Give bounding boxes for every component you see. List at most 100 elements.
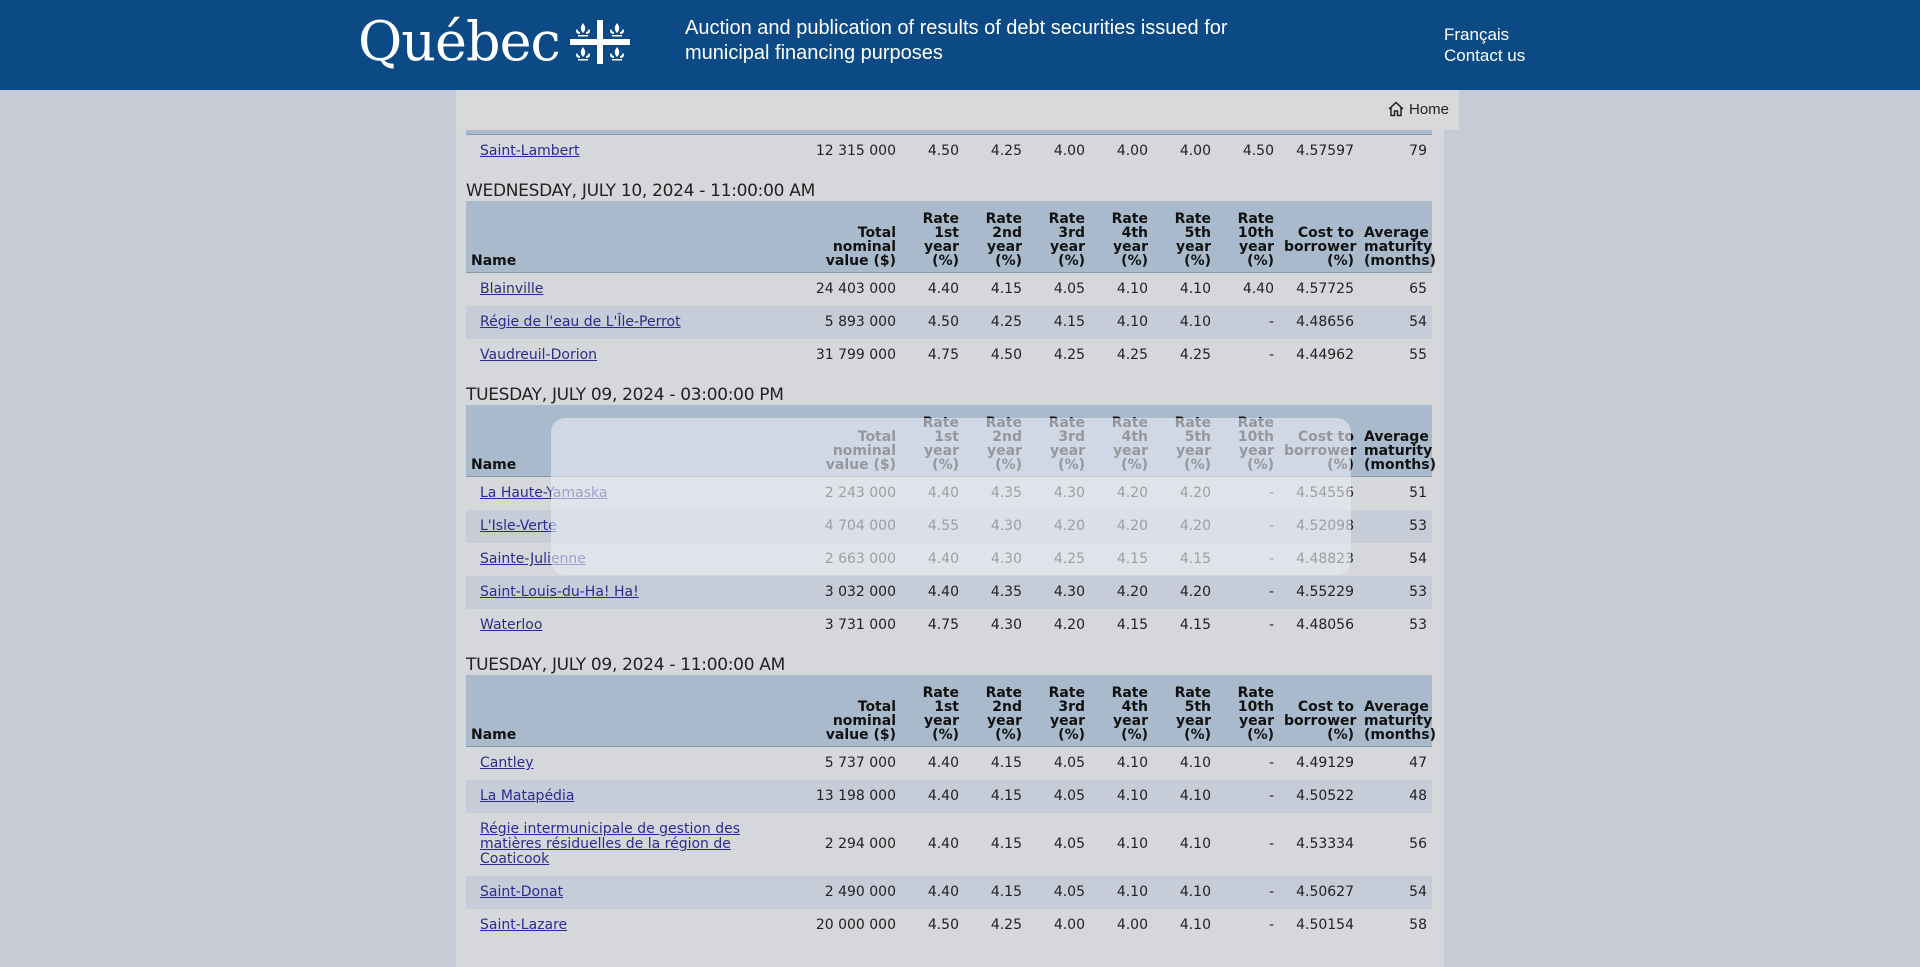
- value-cell: 4.15: [1027, 306, 1090, 339]
- value-cell: 54: [1359, 876, 1432, 909]
- header-links: Français Contact us: [1444, 24, 1525, 66]
- name-cell[interactable]: Saint-Lazare: [466, 909, 796, 942]
- column-header-line: year: [1239, 239, 1274, 255]
- value-cell: 4.10: [1153, 813, 1216, 876]
- column-header-line: 2nd: [992, 699, 1022, 715]
- value-cell: 3 032 000: [796, 576, 901, 609]
- column-header-line: maturity: [1364, 239, 1433, 255]
- value-cell: 4.05: [1027, 876, 1090, 909]
- value-cell: 4.57597: [1279, 134, 1359, 168]
- municipality-link[interactable]: Saint-Lazare: [480, 917, 568, 933]
- table-row: Régie de l'eau de L'Île-Perrot 5 893 000 4…: [466, 306, 1432, 339]
- column-header-line: Rate: [1237, 685, 1274, 701]
- site-header: Québec Auction and publication of result…: [0, 0, 1920, 90]
- municipality-link[interactable]: Vaudreuil-Dorion: [480, 347, 598, 363]
- value-cell: 53: [1359, 576, 1432, 609]
- municipality-link[interactable]: Régie de l'eau de L'Île-Perrot: [480, 314, 681, 330]
- column-header-line: (%): [1327, 253, 1354, 269]
- value-cell: 4.15: [1090, 609, 1153, 642]
- value-cell: 4.05: [1027, 780, 1090, 813]
- table-row: Saint-Lambert 12 315 000 4.50 4.25 4.00 4.00 4…: [466, 134, 1432, 168]
- value-cell: 53: [1359, 609, 1432, 642]
- column-header-line: Rate: [1174, 211, 1211, 227]
- value-cell: 4.15: [964, 272, 1027, 306]
- language-link[interactable]: Français: [1444, 25, 1510, 44]
- column-header-line: (%): [1327, 727, 1354, 743]
- column-header-line: year: [1050, 713, 1085, 729]
- value-cell: 4.10: [1153, 306, 1216, 339]
- table-row: Cantley 5 737 000 4.40 4.15 4.05 4.10 4.10-4.4…: [466, 746, 1432, 780]
- column-header-line: year: [987, 239, 1022, 255]
- value-cell: 4.35: [964, 576, 1027, 609]
- column-header: (%): [1090, 130, 1153, 135]
- column-header-line: Cost to: [1297, 225, 1354, 241]
- column-header-line: maturity: [1364, 713, 1433, 729]
- column-header: (%): [1279, 130, 1359, 135]
- municipality-link[interactable]: Blainville: [480, 281, 544, 297]
- column-header: (months): [1359, 130, 1432, 135]
- table-row: Vaudreuil-Dorion 31 799 000 4.75 4.50 4.25 4.…: [466, 339, 1432, 372]
- name-cell[interactable]: Cantley: [466, 746, 796, 780]
- column-header-line: Average: [1364, 429, 1429, 445]
- contact-us-link[interactable]: Contact us: [1444, 46, 1526, 65]
- column-header-line: year: [924, 713, 959, 729]
- value-cell: 4.10: [1153, 876, 1216, 909]
- value-cell: 4.15: [1153, 609, 1216, 642]
- column-header-line: year: [924, 239, 959, 255]
- column-header-line: nominal: [832, 713, 896, 729]
- value-cell: 4.30: [964, 609, 1027, 642]
- municipality-link[interactable]: Saint-Louis-du-Ha! Ha!: [480, 584, 639, 600]
- table-row: Régie intermunicipale de gestion des mat…: [466, 813, 1432, 876]
- value-cell: 4.15: [964, 813, 1027, 876]
- name-cell[interactable]: Saint-Donat: [466, 876, 796, 909]
- municipality-link[interactable]: Régie intermunicipale de gestion des mat…: [480, 821, 741, 867]
- value-cell: 4.05: [1027, 813, 1090, 876]
- column-header: (%): [1153, 130, 1216, 135]
- name-cell[interactable]: Saint-Lambert: [466, 134, 796, 168]
- value-cell: 4.10: [1153, 780, 1216, 813]
- name-cell[interactable]: Régie intermunicipale de gestion des mat…: [466, 813, 796, 876]
- name-cell[interactable]: Blainville: [466, 272, 796, 306]
- column-header: Name: [466, 675, 796, 747]
- column-header-line: year: [1113, 713, 1148, 729]
- value-cell: 48: [1359, 780, 1432, 813]
- table-row: Saint-Louis-du-Ha! Ha! 3 032 000 4.40 4.35 4…: [466, 576, 1432, 609]
- column-header-line: (%): [995, 253, 1022, 269]
- value-cell: 4.25: [964, 909, 1027, 942]
- municipality-link[interactable]: Saint-Lambert: [480, 143, 580, 159]
- value-cell: 12 315 000: [796, 134, 901, 168]
- name-cell[interactable]: Waterloo: [466, 609, 796, 642]
- name-cell[interactable]: Saint-Louis-du-Ha! Ha!: [466, 576, 796, 609]
- column-header-line: Rate: [1237, 211, 1274, 227]
- municipality-link[interactable]: Waterloo: [480, 617, 543, 633]
- value-cell: 4.50627: [1279, 876, 1359, 909]
- column-header-line: Average: [1364, 699, 1429, 715]
- column-header-line: year: [1113, 239, 1148, 255]
- column-header-line: borrower: [1284, 713, 1357, 729]
- value-cell: 4.50522: [1279, 780, 1359, 813]
- name-cell[interactable]: Vaudreuil-Dorion: [466, 339, 796, 372]
- municipality-link[interactable]: Cantley: [480, 755, 534, 771]
- value-cell: 4.10: [1153, 272, 1216, 306]
- quebec-logo[interactable]: Québec: [358, 12, 630, 72]
- value-cell: 4.40: [901, 780, 964, 813]
- column-header-line: 1st: [934, 225, 959, 241]
- name-cell[interactable]: Régie de l'eau de L'Île-Perrot: [466, 306, 796, 339]
- municipality-link[interactable]: Saint-Donat: [480, 884, 564, 900]
- column-header-line: Rate: [922, 211, 959, 227]
- value-cell: 4.75: [901, 339, 964, 372]
- name-cell[interactable]: La Matapédia: [466, 780, 796, 813]
- table-row: Saint-Donat 2 490 000 4.40 4.15 4.05 4.10 4.10…: [466, 876, 1432, 909]
- home-link[interactable]: Home: [1387, 100, 1449, 118]
- home-icon: [1388, 101, 1404, 117]
- municipality-link[interactable]: L'Isle-Verte: [480, 518, 557, 534]
- column-header-line: year: [1176, 713, 1211, 729]
- municipality-link[interactable]: La Matapédia: [480, 788, 575, 804]
